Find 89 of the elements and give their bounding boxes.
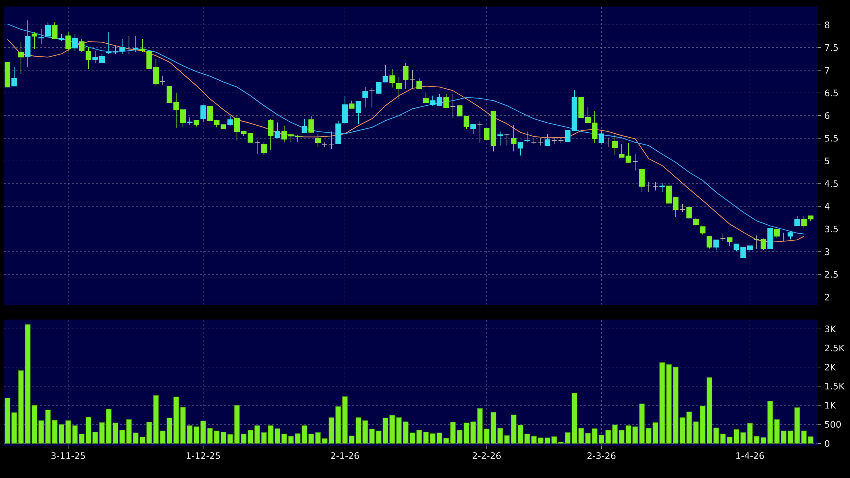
y-tick-label: 4.5 bbox=[824, 180, 838, 188]
y-tick-label: 0 bbox=[825, 440, 830, 448]
candlestick bbox=[362, 86, 368, 108]
y-tick-label: 500 bbox=[825, 421, 842, 428]
candlestick bbox=[639, 169, 645, 193]
candlestick bbox=[187, 117, 193, 126]
y-tick-label: 7.5 bbox=[825, 44, 838, 52]
candlestick bbox=[686, 207, 692, 219]
candlestick bbox=[396, 76, 402, 100]
candlestick bbox=[477, 120, 483, 144]
candlestick bbox=[38, 28, 44, 45]
y-tick-label: 7 bbox=[825, 67, 830, 74]
candlestick bbox=[66, 32, 72, 52]
candlestick bbox=[18, 42, 24, 74]
candlestick bbox=[606, 138, 612, 148]
candlestick bbox=[302, 118, 308, 134]
candlestick bbox=[416, 78, 422, 90]
candlestick bbox=[403, 62, 409, 90]
candlestick bbox=[714, 240, 720, 251]
candlestick bbox=[660, 183, 666, 193]
x-tick-label: 2-2-26 bbox=[472, 452, 502, 460]
y-tick-label: 5.5 bbox=[825, 135, 838, 142]
candlestick bbox=[632, 154, 638, 172]
candlestick bbox=[390, 68, 396, 88]
candlestick bbox=[228, 116, 234, 126]
candlestick bbox=[754, 235, 760, 250]
candlestick bbox=[444, 94, 450, 108]
y-tick-label: 5 bbox=[825, 158, 830, 165]
candlestick bbox=[774, 228, 780, 239]
candlestick bbox=[706, 236, 712, 250]
candlestick bbox=[342, 96, 348, 124]
y-tick-label: 3K bbox=[825, 326, 836, 333]
x-tick-label: 2-1-26 bbox=[331, 452, 360, 460]
y-tick-label: 1K bbox=[826, 402, 836, 409]
candlestick bbox=[794, 216, 800, 226]
candlestick bbox=[369, 88, 375, 108]
candlestick bbox=[106, 32, 112, 55]
y-tick-label: 2K bbox=[825, 364, 836, 371]
candlestick bbox=[32, 32, 38, 50]
candlestick bbox=[450, 94, 456, 119]
candlestick bbox=[470, 124, 476, 134]
candlestick bbox=[592, 110, 598, 144]
x-tick-label: 1-4-26 bbox=[736, 452, 764, 460]
candlestick bbox=[315, 134, 321, 148]
candlestick bbox=[598, 131, 604, 144]
candlestick bbox=[356, 101, 362, 124]
candlestick bbox=[781, 232, 787, 242]
x-tick-label: 1-12-25 bbox=[186, 452, 220, 460]
candlestick bbox=[261, 142, 267, 156]
candlestick bbox=[612, 134, 618, 156]
y-tick-label: 2 bbox=[825, 294, 830, 301]
candlestick bbox=[72, 34, 78, 52]
candlestick bbox=[768, 228, 774, 250]
candlestick bbox=[646, 182, 652, 193]
candlestick bbox=[518, 142, 524, 156]
candlestick bbox=[760, 238, 766, 250]
y-tick-label: 8 bbox=[825, 22, 830, 29]
candlestick bbox=[25, 20, 31, 68]
y-tick-label: 4 bbox=[824, 203, 830, 210]
candlestick bbox=[423, 92, 429, 104]
candlestick bbox=[544, 134, 550, 146]
y-tick-label: 6 bbox=[825, 112, 830, 120]
y-tick-label: 2.5 bbox=[825, 271, 838, 278]
y-tick-label: 2.5K bbox=[825, 344, 845, 352]
candlestick bbox=[126, 36, 132, 55]
candlestick bbox=[274, 122, 280, 138]
y-tick-label: 6.5 bbox=[825, 90, 838, 97]
candlestick bbox=[52, 22, 58, 40]
candlestick bbox=[254, 140, 260, 155]
y-tick-label: 3 bbox=[825, 248, 830, 256]
candlestick bbox=[410, 70, 416, 90]
candlestick bbox=[504, 134, 510, 146]
candlestick bbox=[133, 36, 139, 53]
candlestick bbox=[200, 104, 206, 124]
candlestick bbox=[160, 76, 166, 86]
candlestick bbox=[268, 118, 274, 151]
candlestick bbox=[498, 131, 504, 146]
candlestick bbox=[336, 120, 342, 144]
y-tick-label: 1.5K bbox=[826, 383, 845, 390]
candlestick bbox=[538, 138, 544, 146]
x-tick-label: 2-3-26 bbox=[588, 452, 616, 460]
candlestick bbox=[524, 131, 530, 143]
candlestick bbox=[12, 66, 18, 87]
candlestick bbox=[308, 116, 314, 133]
candlestick bbox=[511, 125, 517, 152]
candlestick bbox=[120, 38, 126, 55]
x-tick-label: 3-11-25 bbox=[52, 452, 86, 460]
y-tick-label: 3.5 bbox=[825, 226, 838, 233]
candlestick bbox=[45, 22, 52, 38]
